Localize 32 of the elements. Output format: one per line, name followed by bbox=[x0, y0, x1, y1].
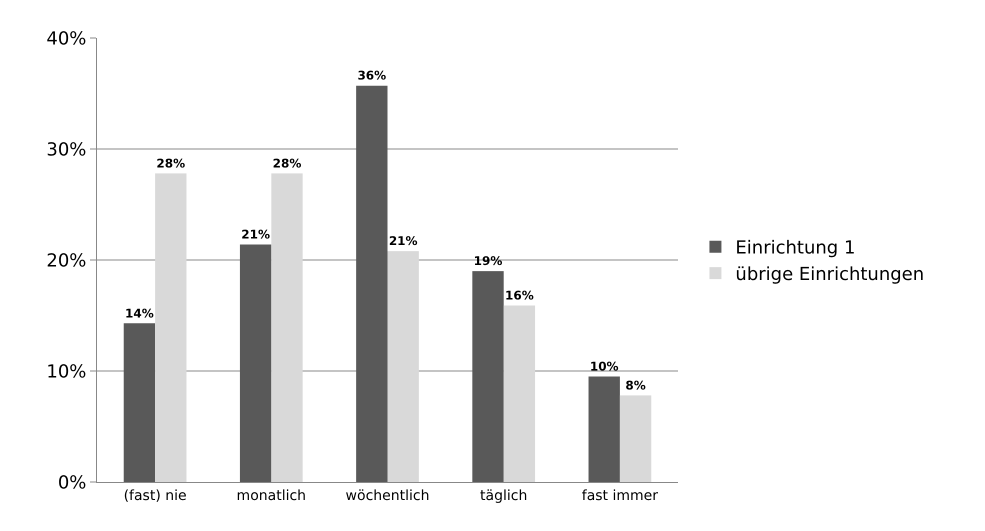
data-label: 14% bbox=[125, 306, 154, 320]
data-label: 16% bbox=[505, 288, 534, 303]
bar bbox=[620, 395, 652, 482]
bar bbox=[472, 271, 504, 482]
data-label: 21% bbox=[388, 234, 418, 248]
y-tick-label: 0% bbox=[58, 472, 86, 494]
data-label: 8% bbox=[625, 378, 646, 392]
data-label: 10% bbox=[590, 360, 619, 374]
bar bbox=[271, 173, 303, 482]
x-tick-label: fast immer bbox=[582, 488, 658, 504]
y-tick-label: 10% bbox=[46, 361, 86, 382]
data-label: 28% bbox=[156, 156, 186, 170]
x-tick-label: täglich bbox=[480, 488, 528, 504]
bar bbox=[240, 244, 272, 482]
bar bbox=[588, 376, 620, 482]
x-tick-label: wöchentlich bbox=[346, 488, 430, 504]
x-tick-label: monatlich bbox=[236, 488, 306, 504]
bar bbox=[124, 323, 156, 482]
data-label: 28% bbox=[272, 156, 302, 170]
x-tick-label: (fast) nie bbox=[124, 488, 187, 504]
data-label: 19% bbox=[474, 254, 502, 268]
y-tick-label: 20% bbox=[46, 250, 86, 272]
data-label: 36% bbox=[357, 68, 386, 83]
bar bbox=[388, 251, 419, 482]
y-tick-label: 30% bbox=[46, 139, 86, 160]
bar bbox=[504, 306, 536, 482]
y-tick-label: 40% bbox=[46, 28, 86, 50]
bar bbox=[356, 86, 388, 482]
legend-label: Einrichtung 1 bbox=[735, 238, 856, 259]
data-label: 21% bbox=[241, 227, 270, 242]
legend-label: übrige Einrichtungen bbox=[735, 264, 924, 286]
bar bbox=[155, 173, 186, 482]
